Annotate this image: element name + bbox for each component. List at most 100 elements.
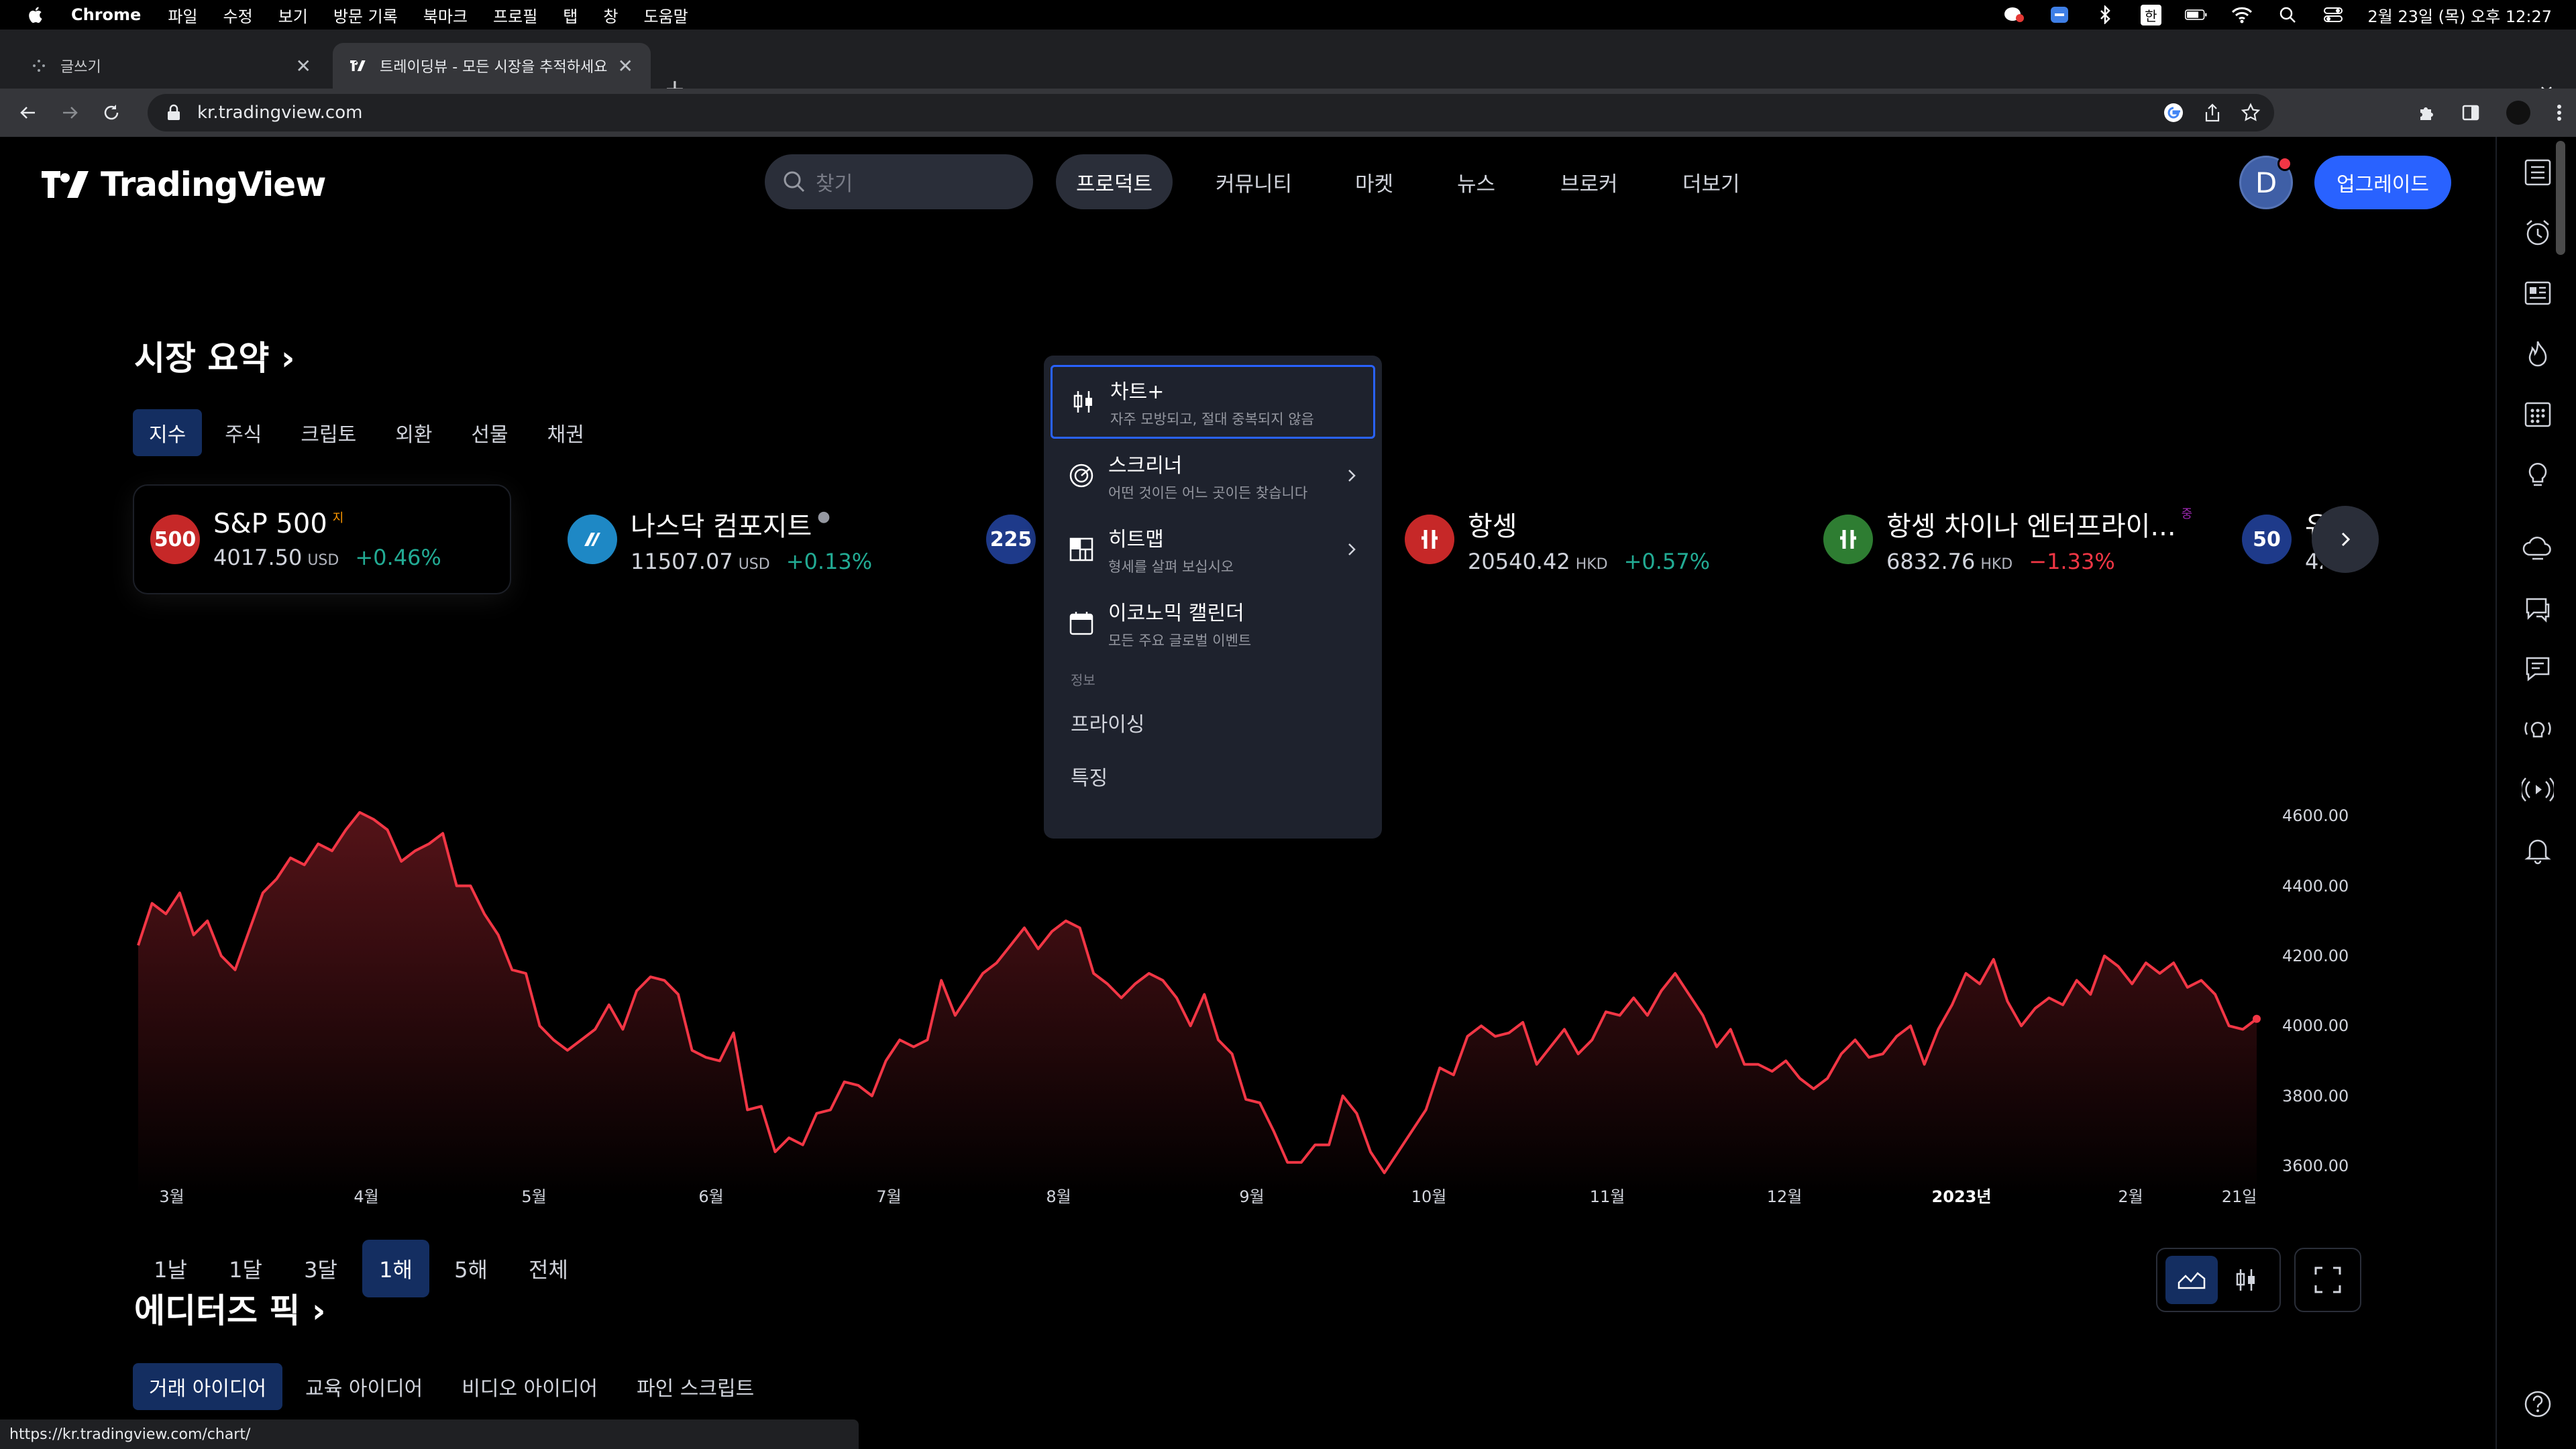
ticker-currency: USD <box>738 556 770 573</box>
wifi-icon[interactable] <box>2231 5 2253 24</box>
clock-datetime[interactable]: 2월 23일 (목) 오후 12:27 <box>2367 7 2552 26</box>
browser-tab-tradingview[interactable]: 트레이딩뷰 - 모든 시장을 추적하세요 ✕ <box>333 43 651 89</box>
range-1y[interactable]: 1해 <box>362 1240 429 1297</box>
upgrade-button[interactable]: 업그레이드 <box>2314 156 2451 209</box>
area-chart-button[interactable] <box>2165 1256 2218 1304</box>
tab-forex[interactable]: 외환 <box>395 423 433 447</box>
tab-bonds[interactable]: 채권 <box>547 423 584 447</box>
ticker-card-hang-seng[interactable]: 항셍 20540.42 HKD +0.57% <box>1405 486 1780 593</box>
tab-crypto[interactable]: 크립토 <box>301 423 357 447</box>
range-1m[interactable]: 1달 <box>229 1257 262 1283</box>
close-tab-icon[interactable]: ✕ <box>295 54 311 77</box>
messenger-icon[interactable] <box>2048 5 2071 24</box>
close-tab-icon[interactable]: ✕ <box>617 54 633 77</box>
app-name[interactable]: Chrome <box>71 5 142 24</box>
nav-products[interactable]: 프로덕트 <box>1056 154 1173 209</box>
browser-tab-writing[interactable]: 글쓰기 ✕ <box>13 43 329 89</box>
menu-item-title: 이코노믹 캘린더 <box>1108 602 1244 625</box>
nav-news[interactable]: 뉴스 <box>1457 172 1496 197</box>
url-text[interactable]: kr.tradingview.com <box>197 103 363 123</box>
nav-brokers[interactable]: 브로커 <box>1560 172 1618 197</box>
spotlight-search-icon[interactable] <box>2276 5 2299 24</box>
extensions-puzzle-icon[interactable] <box>2416 103 2436 125</box>
index-area-chart[interactable] <box>134 767 2496 1224</box>
range-1d[interactable]: 1날 <box>154 1257 187 1283</box>
menu-history[interactable]: 방문 기록 <box>333 7 398 26</box>
range-all[interactable]: 전체 <box>529 1257 568 1283</box>
calendar-grid-icon[interactable] <box>2520 396 2556 432</box>
menu-view[interactable]: 보기 <box>278 7 308 26</box>
address-bar[interactable]: kr.tradingview.com <box>148 94 2274 131</box>
control-center-icon[interactable] <box>2322 5 2345 24</box>
tab-futures[interactable]: 선물 <box>471 423 508 447</box>
menu-item-economic-calendar[interactable]: 이코노믹 캘린더 모든 주요 글로벌 이벤트 <box>1051 586 1375 660</box>
tab-indices[interactable]: 지수 <box>133 409 203 456</box>
alarm-clock-icon[interactable] <box>2520 215 2556 251</box>
side-panel-icon[interactable] <box>2461 103 2481 125</box>
user-avatar[interactable]: D <box>2239 156 2293 209</box>
menu-item-heatmap[interactable]: 히트맵 형세를 살펴 보십시오 <box>1051 513 1375 586</box>
next-tickers-button[interactable] <box>2312 506 2379 573</box>
news-icon[interactable] <box>2520 275 2556 311</box>
tab-education-ideas[interactable]: 교육 아이디어 <box>305 1377 423 1401</box>
reload-button[interactable] <box>98 99 125 126</box>
apple-logo-icon[interactable] <box>27 5 46 24</box>
fullscreen-button[interactable] <box>2294 1248 2361 1312</box>
candle-chart-button[interactable] <box>2220 1256 2272 1304</box>
bookmark-star-icon[interactable] <box>2241 103 2261 125</box>
share-icon[interactable] <box>2203 103 2222 125</box>
help-question-icon[interactable] <box>2520 1386 2556 1422</box>
range-3m[interactable]: 3달 <box>304 1257 337 1283</box>
nav-markets[interactable]: 마켓 <box>1355 172 1394 197</box>
streams-lightbulb-icon[interactable] <box>2520 711 2556 747</box>
search-input[interactable]: 찾기 <box>765 154 1033 209</box>
bluetooth-icon[interactable] <box>2094 5 2116 24</box>
lock-icon[interactable] <box>166 104 181 121</box>
watchlist-icon[interactable] <box>2520 154 2556 191</box>
notifications-bell-icon[interactable] <box>2520 832 2556 868</box>
nav-community[interactable]: 커뮤니티 <box>1216 172 1293 197</box>
ticker-card-nikkei[interactable]: 225 <box>986 486 1046 593</box>
menu-link-features[interactable]: 특징 <box>1071 767 1108 790</box>
menu-profile[interactable]: 프로필 <box>493 7 538 26</box>
menu-item-chart-plus[interactable]: 차트+ 자주 모방되고, 절대 중복되지 않음 <box>1051 365 1375 439</box>
nav-more[interactable]: 더보기 <box>1682 172 1740 197</box>
menu-item-screener[interactable]: 스크리너 어떤 것이든 어느 곳이든 찾습니다 <box>1051 439 1375 513</box>
tab-video-ideas[interactable]: 비디오 아이디어 <box>462 1377 598 1401</box>
menu-file[interactable]: 파일 <box>168 7 198 26</box>
forward-button[interactable] <box>56 99 83 126</box>
tradingview-logo[interactable]: TradingView <box>42 165 326 204</box>
google-translate-icon[interactable] <box>2163 102 2184 126</box>
tab-trade-ideas[interactable]: 거래 아이디어 <box>133 1363 283 1410</box>
tab-stocks[interactable]: 주식 <box>225 423 262 447</box>
input-method-indicator[interactable]: 한 <box>2139 4 2162 25</box>
profile-avatar-icon[interactable] <box>2505 99 2532 129</box>
more-vert-icon[interactable] <box>2556 103 2563 125</box>
ticker-card-hang-seng-china[interactable]: 항셍 차이나 엔터프라이... 중 6832.76 HKD −1.33% <box>1823 486 2199 593</box>
editors-pick-title[interactable]: 에디터즈 픽 › <box>134 1284 325 1332</box>
page-scrollbar[interactable] <box>2556 141 2565 255</box>
ideas-lightbulb-icon[interactable] <box>2520 456 2556 492</box>
ticker-card-sp500[interactable]: 500 S&P 500 지 4017.50 USD +0.46% <box>134 486 510 593</box>
menu-edit[interactable]: 수정 <box>223 7 253 26</box>
tab-pine-script[interactable]: 파인 스크립트 <box>637 1377 755 1401</box>
broadcast-play-icon[interactable] <box>2520 771 2556 808</box>
menu-bookmarks[interactable]: 북마크 <box>423 7 468 26</box>
ticker-card-euro-stoxx[interactable]: 50 유 42 <box>2242 486 2322 593</box>
ticker-card-nasdaq[interactable]: 나스닥 컴포지트 ● 11507.07 USD +0.13% <box>568 486 943 593</box>
tab-title: 글쓰기 <box>60 59 101 76</box>
menu-help[interactable]: 도움말 <box>643 7 688 26</box>
market-summary-title[interactable]: 시장 요약 › <box>134 331 294 380</box>
back-button[interactable] <box>15 99 42 126</box>
editors-pick-title-text: 에디터즈 픽 <box>134 1291 301 1330</box>
range-5y[interactable]: 5해 <box>454 1257 488 1283</box>
menu-link-pricing[interactable]: 프라이싱 <box>1071 713 1145 737</box>
battery-icon[interactable] <box>2185 5 2208 24</box>
menu-window[interactable]: 창 <box>603 7 619 26</box>
chat-bubbles-icon[interactable] <box>2520 590 2556 627</box>
cloud-chat-icon[interactable] <box>2520 530 2556 566</box>
chat-app-icon[interactable] <box>2002 5 2025 24</box>
menu-tab[interactable]: 탭 <box>563 7 578 26</box>
messages-icon[interactable] <box>2520 651 2556 687</box>
hotlist-flame-icon[interactable] <box>2520 335 2556 372</box>
